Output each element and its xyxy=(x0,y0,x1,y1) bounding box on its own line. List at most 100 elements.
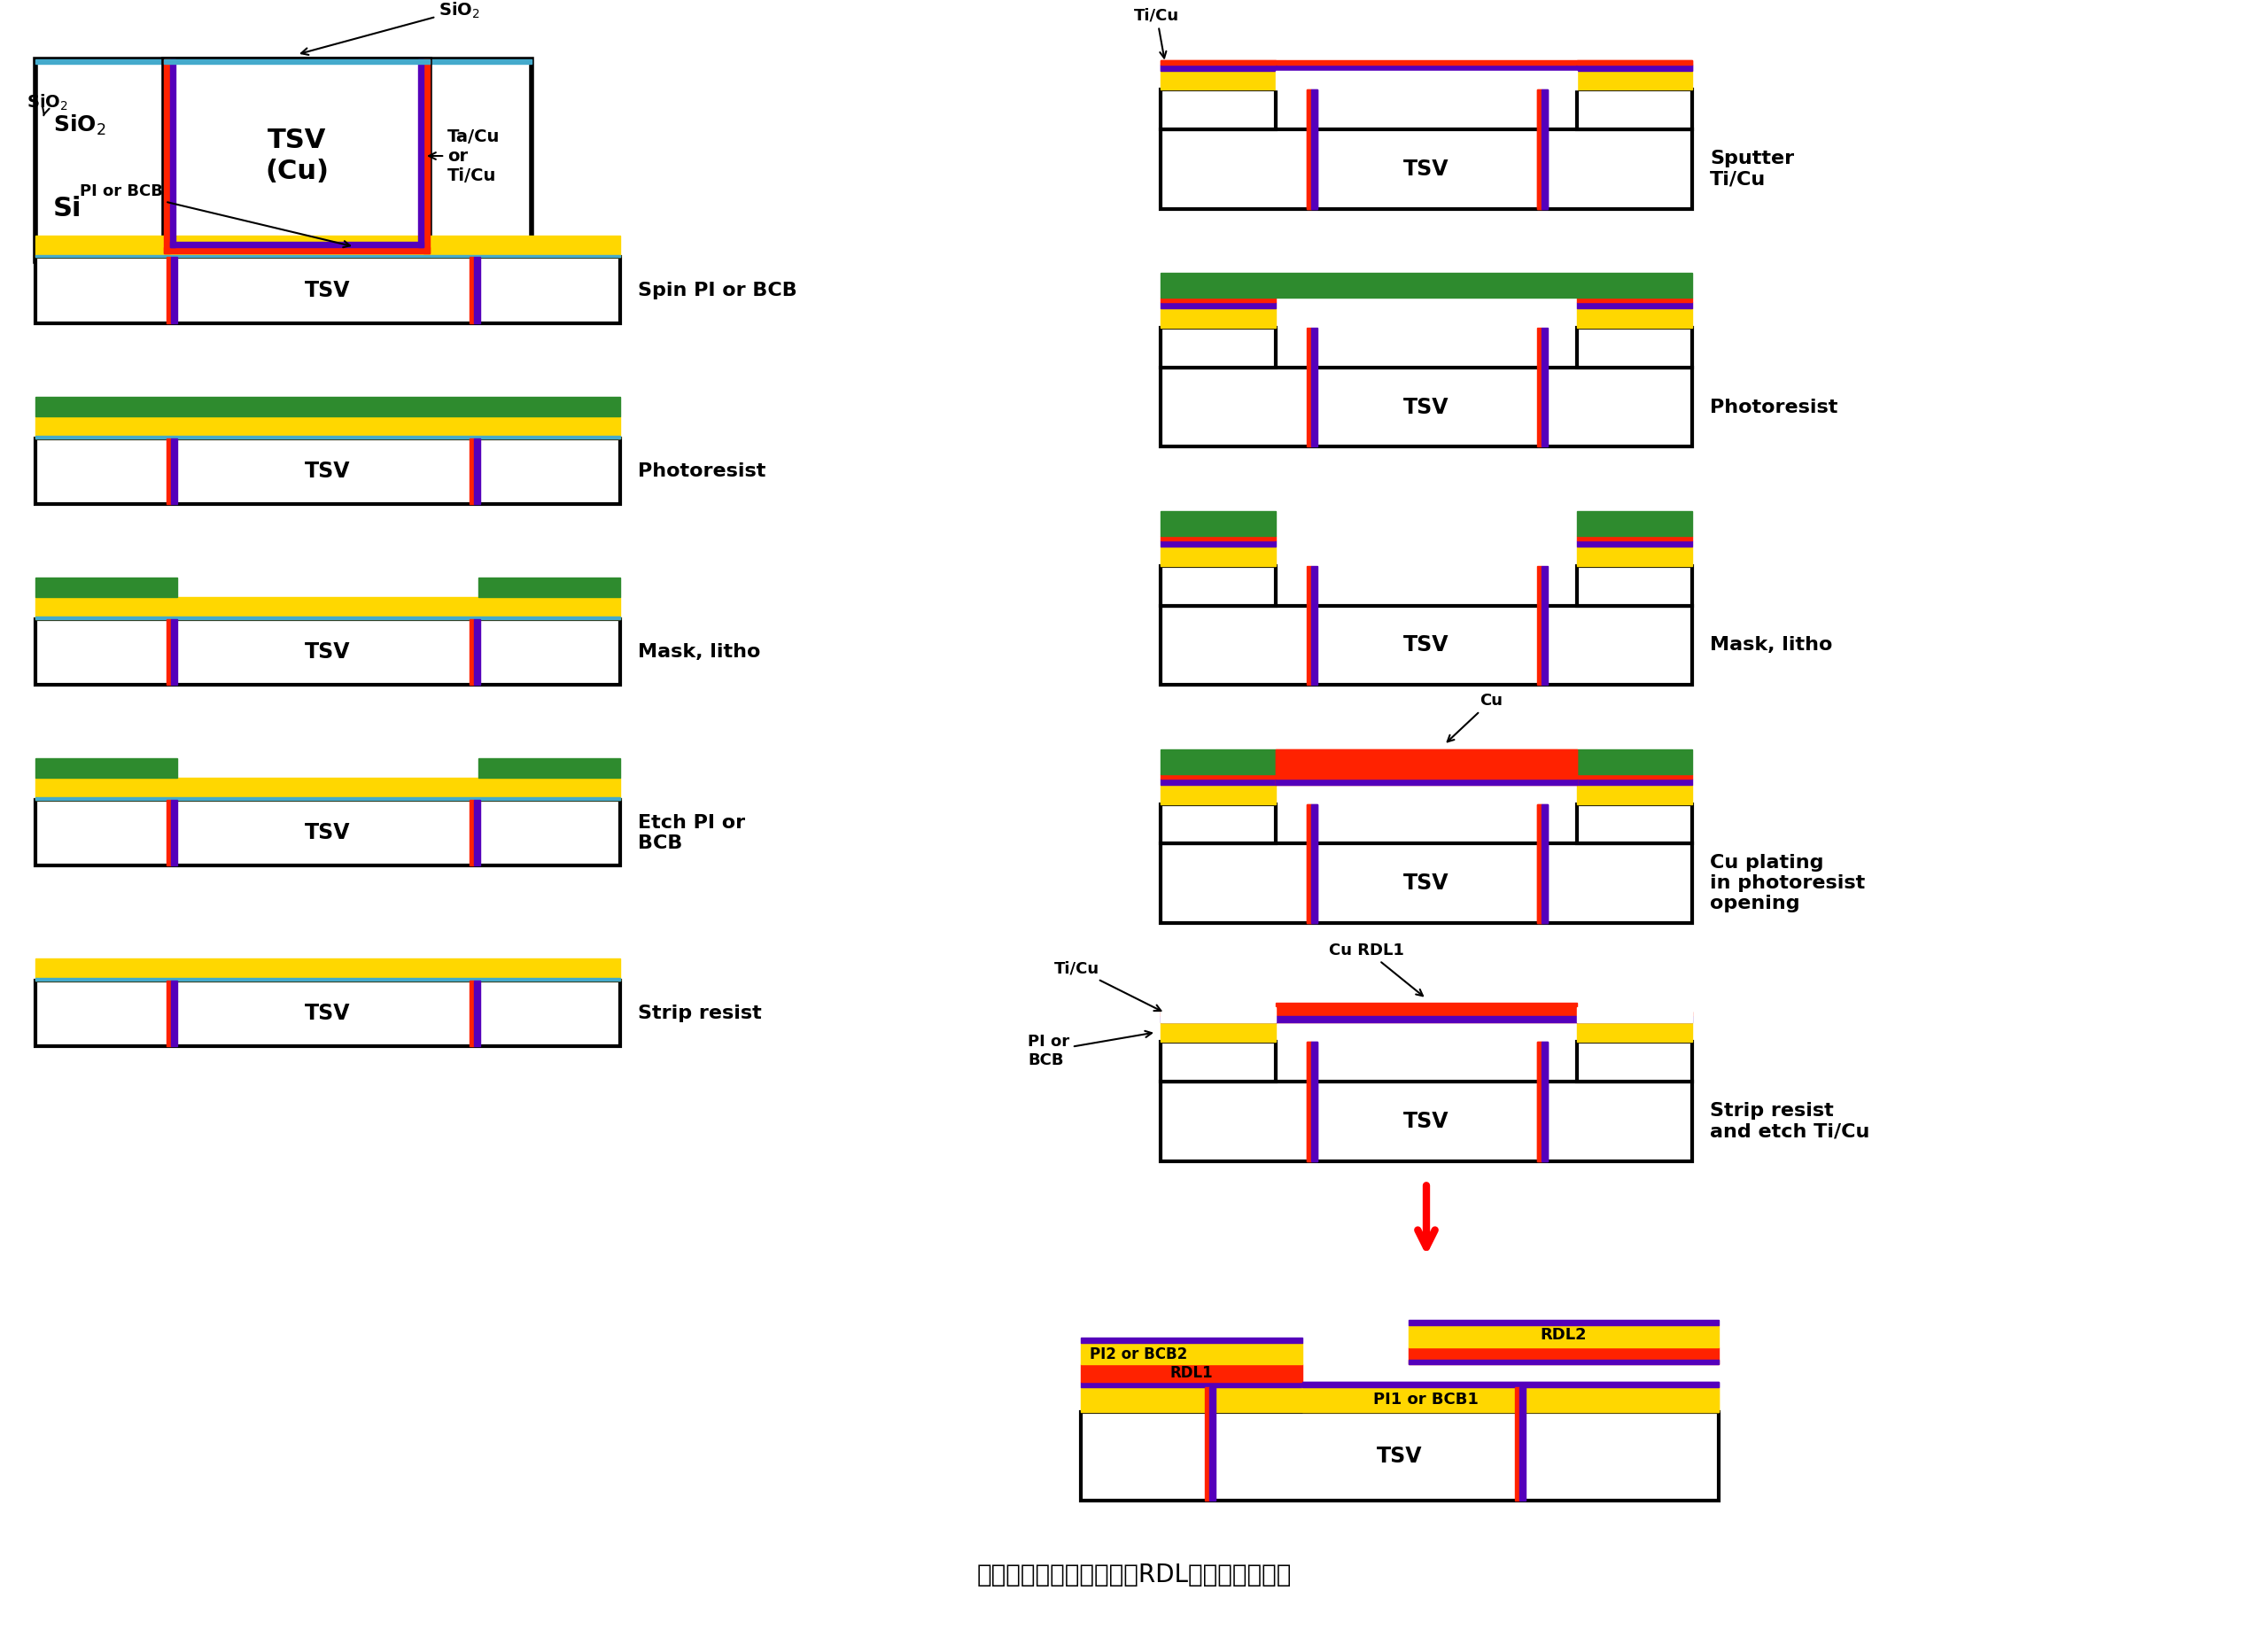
Bar xyxy=(1161,298,1275,303)
Bar xyxy=(417,59,424,247)
Text: Mask, litho: Mask, litho xyxy=(1710,637,1833,655)
Bar xyxy=(1275,1017,1576,1023)
Bar xyxy=(1576,1041,1692,1082)
Bar xyxy=(1576,1023,1692,1041)
Bar xyxy=(1161,64,1692,70)
Text: SiO$_2$: SiO$_2$ xyxy=(302,0,481,56)
Bar xyxy=(1408,1347,1719,1365)
Bar xyxy=(1576,784,1692,804)
Bar xyxy=(1161,566,1275,606)
Bar xyxy=(36,616,619,619)
Bar xyxy=(469,981,474,1046)
Text: Si: Si xyxy=(52,196,82,221)
Text: Cu RDL1: Cu RDL1 xyxy=(1329,943,1422,995)
Bar xyxy=(1306,1041,1311,1161)
Bar xyxy=(1576,303,1692,308)
Text: TSV: TSV xyxy=(1404,159,1449,180)
Bar xyxy=(170,59,175,247)
Bar xyxy=(36,619,619,684)
Bar xyxy=(36,236,619,257)
Bar xyxy=(170,439,177,504)
Bar xyxy=(163,247,429,252)
Bar xyxy=(1161,1041,1275,1082)
Text: TSV: TSV xyxy=(1377,1445,1422,1467)
Bar xyxy=(36,396,619,416)
Bar xyxy=(36,578,177,598)
Bar xyxy=(1576,804,1692,843)
Bar xyxy=(1161,61,1692,64)
Text: Photoresist: Photoresist xyxy=(1710,398,1837,416)
Text: Strip resist
and etch Ti/Cu: Strip resist and etch Ti/Cu xyxy=(1710,1102,1869,1141)
Bar xyxy=(1302,1388,1719,1413)
Bar xyxy=(163,59,429,252)
Bar xyxy=(1275,1003,1576,1023)
Bar xyxy=(1306,327,1311,447)
Bar xyxy=(1161,511,1275,535)
Bar xyxy=(1576,90,1692,129)
Bar xyxy=(1306,804,1311,923)
Text: TSV: TSV xyxy=(304,280,352,301)
Bar xyxy=(1161,90,1275,129)
Text: SiO$_2$: SiO$_2$ xyxy=(52,113,107,138)
Bar xyxy=(1576,1007,1692,1023)
Bar xyxy=(1576,70,1692,90)
Bar xyxy=(36,981,619,1046)
Bar xyxy=(1576,566,1692,606)
Text: TSV: TSV xyxy=(304,1003,352,1025)
Bar xyxy=(36,958,619,981)
Bar xyxy=(1311,804,1318,923)
Bar xyxy=(474,619,481,684)
Bar xyxy=(1408,1319,1719,1324)
Bar xyxy=(1082,1382,1719,1388)
Bar xyxy=(36,758,177,778)
Bar xyxy=(1161,535,1275,540)
Bar xyxy=(1576,298,1692,303)
Bar xyxy=(1306,804,1311,923)
Bar xyxy=(1576,778,1692,784)
Bar xyxy=(36,778,619,799)
Bar xyxy=(1542,566,1547,684)
Bar xyxy=(1209,1388,1216,1501)
Bar xyxy=(1576,61,1692,64)
Text: PI1 or BCB1: PI1 or BCB1 xyxy=(1372,1391,1479,1408)
Bar xyxy=(1306,566,1311,684)
Bar xyxy=(1161,784,1275,804)
Bar xyxy=(1408,1359,1719,1365)
Bar xyxy=(1161,273,1692,298)
Bar xyxy=(170,981,177,1046)
Bar xyxy=(1161,1012,1275,1017)
Bar xyxy=(1161,804,1275,843)
Bar xyxy=(163,59,170,252)
Bar xyxy=(1306,90,1311,210)
Bar xyxy=(166,799,170,866)
Text: 基于感光高分子聚合物的RDL制造流程示意图: 基于感光高分子聚合物的RDL制造流程示意图 xyxy=(978,1563,1290,1588)
Bar xyxy=(1538,90,1542,210)
Bar xyxy=(1542,327,1547,447)
Bar xyxy=(1275,750,1576,778)
Bar xyxy=(1576,535,1692,540)
Text: PI2 or BCB2: PI2 or BCB2 xyxy=(1089,1346,1188,1362)
Text: Spin PI or BCB: Spin PI or BCB xyxy=(637,282,796,300)
Bar xyxy=(36,799,619,866)
Bar xyxy=(474,981,481,1046)
Bar xyxy=(1161,843,1692,923)
Bar xyxy=(1161,547,1275,566)
Text: TSV: TSV xyxy=(304,642,352,663)
Bar xyxy=(1408,1324,1719,1347)
Text: Mask, litho: Mask, litho xyxy=(637,643,760,661)
Bar xyxy=(1161,327,1275,368)
Bar xyxy=(1161,606,1692,684)
Bar xyxy=(469,257,474,324)
Bar xyxy=(1311,566,1318,684)
Bar xyxy=(1576,540,1692,547)
Bar xyxy=(1161,1007,1275,1023)
Bar xyxy=(36,257,619,324)
Bar xyxy=(1161,750,1275,774)
Bar xyxy=(1306,90,1311,210)
Bar xyxy=(163,59,429,64)
Bar xyxy=(1275,750,1576,784)
Bar xyxy=(1576,547,1692,566)
Bar xyxy=(1576,750,1692,774)
Text: Ta/Cu
or
Ti/Cu: Ta/Cu or Ti/Cu xyxy=(429,128,499,183)
Bar xyxy=(424,59,429,252)
